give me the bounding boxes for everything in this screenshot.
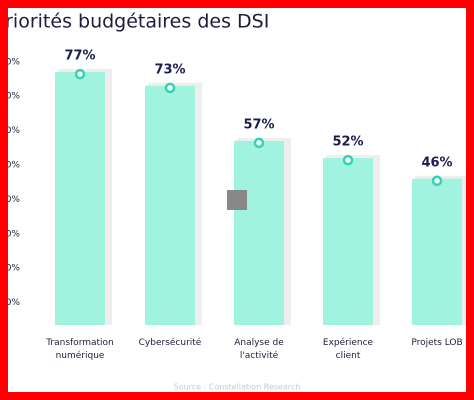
bar-marker — [74, 68, 86, 80]
bar-marker — [431, 175, 443, 187]
y-tick-label: 40% — [0, 195, 20, 205]
bar — [55, 72, 105, 326]
bar-marker — [253, 137, 265, 149]
y-tick-label: 60% — [0, 126, 20, 136]
value-label: 77% — [64, 49, 95, 64]
y-tick-label: 50% — [0, 161, 20, 171]
value-label: 46% — [421, 155, 452, 170]
bar — [323, 158, 373, 325]
source: Source : Constellation Research — [174, 383, 301, 392]
bar — [145, 85, 195, 325]
value-label: 57% — [243, 117, 274, 132]
bar-marker — [342, 154, 354, 166]
bar — [234, 140, 284, 325]
x-tick-label: Cybersécurité — [138, 338, 202, 348]
bar-marker — [164, 82, 176, 94]
x-tick-label: Expérience client — [322, 338, 374, 361]
y-tick-label: 30% — [0, 229, 20, 239]
bar — [412, 178, 462, 325]
x-tick-label: Analyse de l'activité — [234, 338, 284, 361]
artifact — [227, 190, 247, 210]
value-label: 73% — [154, 62, 185, 77]
y-tick-label: 20% — [0, 264, 20, 274]
x-tick-label: Transformation numérique — [46, 338, 114, 361]
value-label: 52% — [332, 135, 363, 150]
x-tick-label: Projets LOB — [411, 338, 463, 348]
chart-title: Priorités budgétaires des DSI — [0, 11, 269, 33]
y-tick-label: 70% — [0, 92, 20, 102]
y-tick-label: 10% — [0, 298, 20, 308]
y-tick-label: 80% — [0, 57, 20, 67]
